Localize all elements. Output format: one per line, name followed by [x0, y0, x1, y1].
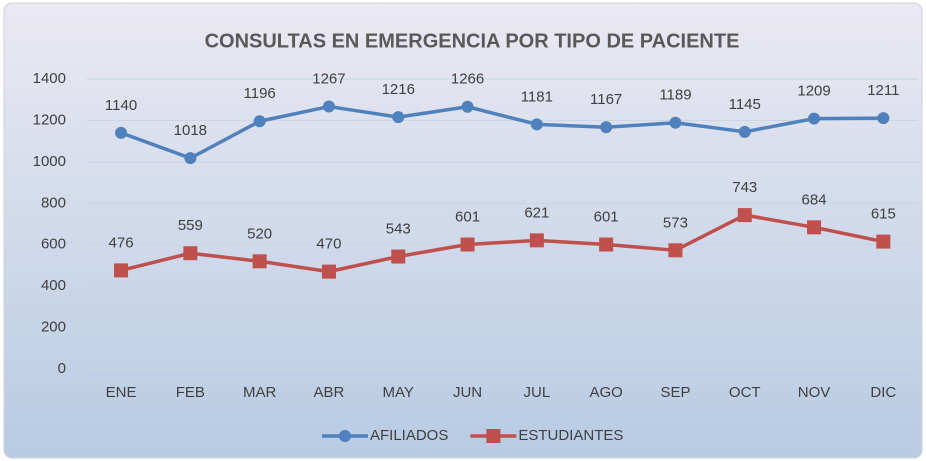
y-tick-label: 400 — [41, 277, 66, 294]
marker — [600, 121, 613, 134]
data-label: 520 — [247, 225, 272, 242]
series-line — [120, 104, 884, 160]
y-tick-label: 1400 — [33, 70, 66, 87]
marker — [252, 254, 267, 269]
data-label: 1018 — [174, 122, 207, 139]
marker — [486, 429, 501, 443]
data-label: 1267 — [312, 71, 345, 88]
marker — [184, 152, 197, 165]
marker — [461, 100, 474, 113]
marker — [668, 243, 683, 258]
marker — [808, 112, 821, 125]
marker — [114, 263, 129, 278]
x-tick-label: AGO — [589, 384, 622, 401]
data-label: 743 — [732, 179, 757, 196]
legend-label: AFILIADOS — [370, 427, 448, 444]
data-label: 1209 — [797, 83, 830, 100]
data-label: 601 — [455, 208, 480, 225]
x-tick-label: MAY — [383, 384, 414, 401]
data-label: 1145 — [729, 96, 761, 113]
y-tick-label: 600 — [41, 236, 66, 253]
x-tick-label: SEP — [660, 384, 690, 401]
y-tick-label: 800 — [41, 194, 66, 211]
data-label: 1211 — [867, 82, 899, 99]
data-label: 1140 — [105, 97, 137, 114]
x-tick-label: NOV — [798, 384, 831, 401]
data-label: 1167 — [590, 91, 622, 108]
marker — [738, 125, 751, 138]
chart-background — [3, 2, 923, 459]
data-label: 601 — [594, 208, 619, 225]
marker — [253, 115, 266, 128]
data-label: 1189 — [659, 87, 691, 104]
data-label: 615 — [871, 206, 896, 223]
marker — [183, 246, 198, 261]
legend-label: ESTUDIANTES — [518, 427, 623, 444]
data-label: 1216 — [382, 81, 415, 98]
x-tick-label: JUN — [453, 384, 482, 401]
data-label: 559 — [178, 217, 203, 234]
chart-title: CONSULTAS EN EMERGENCIA POR TIPO DE PACI… — [205, 30, 740, 52]
x-tick-label: ABR — [314, 384, 345, 401]
marker — [529, 233, 544, 248]
x-tick-label: OCT — [729, 384, 761, 401]
marker — [807, 220, 822, 235]
data-label: 1266 — [451, 71, 484, 88]
x-tick-label: JUL — [524, 384, 551, 401]
data-label: 1181 — [521, 88, 553, 105]
y-tick-label: 1000 — [33, 153, 66, 170]
x-tick-label: DIC — [870, 384, 896, 401]
marker — [339, 430, 351, 442]
series-line — [120, 213, 884, 274]
marker — [669, 116, 682, 129]
data-label: 1196 — [244, 85, 276, 102]
x-tick-label: MAR — [243, 384, 277, 401]
data-label: 573 — [663, 214, 688, 231]
marker — [530, 118, 543, 131]
data-label: 470 — [316, 236, 341, 253]
y-tick-label: 0 — [58, 360, 66, 377]
marker — [392, 111, 405, 124]
y-tick-label: 200 — [41, 319, 66, 336]
y-tick-label: 1200 — [33, 111, 66, 128]
x-tick-label: ENE — [106, 384, 137, 401]
marker — [115, 126, 128, 139]
data-label: 476 — [109, 234, 134, 251]
data-label: 543 — [386, 220, 411, 237]
marker — [460, 237, 475, 252]
marker — [599, 237, 614, 252]
marker — [877, 112, 890, 125]
marker — [876, 234, 891, 249]
marker — [391, 249, 406, 264]
marker — [321, 264, 336, 279]
data-label: 621 — [524, 204, 549, 221]
marker — [322, 100, 335, 113]
marker — [737, 208, 752, 223]
data-label: 684 — [802, 191, 827, 208]
x-tick-label: FEB — [176, 384, 205, 401]
